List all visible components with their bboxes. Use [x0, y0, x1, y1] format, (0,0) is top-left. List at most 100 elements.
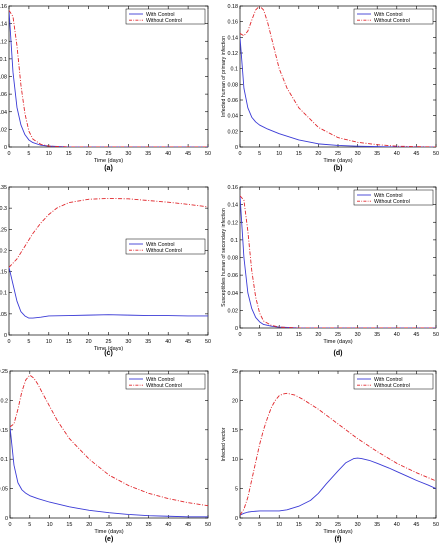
x-tick-label: 25 [106, 339, 112, 345]
x-tick-label: 5 [28, 522, 31, 528]
x-tick-label: 40 [394, 332, 400, 338]
y-tick-label: 10 [232, 457, 238, 463]
series-line-with-control [240, 195, 436, 328]
x-axis-label: Time (days) [323, 529, 352, 535]
legend-label-with-control: With Control [146, 242, 175, 248]
series-line-with-control [240, 37, 436, 147]
plot-frame [239, 186, 437, 329]
x-tick-label: 45 [413, 522, 419, 528]
legend-label-without-control: Without Control [374, 18, 410, 24]
x-tick-label: 50 [205, 339, 211, 345]
x-tick-label: 50 [205, 522, 211, 528]
series-line-without-control [240, 392, 436, 516]
plot-frame [239, 5, 437, 148]
x-tick-label: 5 [27, 339, 30, 345]
x-tick-label: 50 [433, 332, 439, 338]
series-line-with-control [9, 267, 208, 319]
x-tick-label: 25 [335, 332, 341, 338]
legend-label-without-control: Without Control [374, 383, 410, 389]
x-tick-label: 20 [86, 339, 92, 345]
y-tick-label: 0.1 [0, 291, 7, 297]
series-line-without-control [9, 197, 208, 268]
y-tick-label: 0.2 [1, 398, 9, 404]
plot-frame [8, 5, 209, 148]
legend-box [353, 189, 434, 206]
y-tick-label: 0.2 [0, 248, 7, 254]
x-tick-label: 10 [276, 151, 282, 157]
x-axis-label: Time (days) [94, 346, 123, 352]
legend-label-with-control: With Control [146, 12, 175, 18]
y-tick-label: 15 [232, 428, 238, 434]
legend-label-without-control: Without Control [146, 383, 182, 389]
x-tick-label: 45 [185, 339, 191, 345]
x-tick-label: 45 [185, 151, 191, 157]
x-tick-label: 25 [106, 151, 112, 157]
series-line-without-control [9, 10, 208, 147]
y-tick-label: 0.08 [228, 256, 239, 262]
y-tick-label: 0.04 [228, 114, 239, 120]
x-tick-label: 20 [315, 332, 321, 338]
x-tick-label: 25 [106, 522, 112, 528]
y-tick-label: 0.12 [228, 51, 239, 57]
legend-label-with-control: With Control [374, 377, 403, 383]
x-tick-label: 20 [315, 522, 321, 528]
y-tick-label: 0.1 [231, 238, 239, 244]
y-tick-label: 0.06 [228, 273, 239, 279]
x-tick-label: 0 [8, 339, 11, 345]
y-tick-label: 0.02 [228, 129, 239, 135]
x-axis-label: Time (days) [323, 339, 352, 345]
y-tick-label: 0.14 [228, 35, 239, 41]
x-tick-label: 15 [296, 522, 302, 528]
x-tick-label: 35 [145, 339, 151, 345]
x-tick-label: 30 [355, 332, 361, 338]
x-tick-label: 25 [335, 522, 341, 528]
x-tick-label: 50 [433, 151, 439, 157]
panel-caption: (a) [104, 165, 113, 172]
y-tick-label: 0.15 [0, 428, 8, 434]
legend-label-with-control: With Control [374, 193, 403, 199]
y-tick-label: 0.16 [228, 185, 239, 191]
chart-panel-a: 0 5 10 15 20 25 30 35 40 45 50 0 0.02 0.04 0.06 0.08 0.1… [0, 4, 211, 172]
y-tick-label: 0.04 [0, 110, 7, 116]
panel-caption: (e) [105, 536, 114, 543]
y-tick-label: 0.35 [0, 185, 7, 191]
x-tick-label: 10 [276, 522, 282, 528]
x-tick-label: 0 [239, 332, 242, 338]
x-tick-label: 30 [126, 522, 132, 528]
legend-label-without-control: Without Control [146, 18, 182, 24]
chart-panel-e: 0 5 10 15 20 25 30 35 40 45 50 0 0.05 0.1 0.15 0.2 0.25 T… [0, 369, 211, 543]
x-tick-label: 15 [66, 522, 72, 528]
x-tick-label: 10 [46, 151, 52, 157]
x-tick-label: 35 [374, 151, 380, 157]
y-tick-label: 0.25 [0, 227, 7, 233]
y-tick-label: 0.06 [0, 92, 7, 98]
x-tick-label: 40 [394, 151, 400, 157]
x-tick-label: 20 [315, 151, 321, 157]
x-tick-label: 20 [86, 522, 92, 528]
x-tick-label: 0 [239, 522, 242, 528]
x-tick-label: 50 [433, 522, 439, 528]
x-tick-label: 40 [165, 339, 171, 345]
series-line-without-control [240, 195, 436, 328]
legend-box [353, 8, 434, 25]
x-tick-label: 45 [185, 522, 191, 528]
series-line-without-control [240, 6, 436, 147]
y-tick-label: 0.05 [0, 487, 8, 493]
legend-label-with-control: With Control [374, 12, 403, 18]
x-tick-label: 35 [374, 522, 380, 528]
x-tick-label: 5 [258, 151, 261, 157]
x-tick-label: 40 [394, 522, 400, 528]
x-tick-label: 0 [239, 151, 242, 157]
y-axis-label: Susceptibles human of secondary infectio… [221, 208, 227, 307]
series-line-without-control [10, 374, 208, 507]
legend-label-without-control: Without Control [146, 248, 182, 254]
y-tick-label: 0.15 [0, 270, 7, 276]
x-tick-label: 45 [413, 151, 419, 157]
y-axis-label: Infected vector [221, 427, 227, 461]
y-tick-label: 0.14 [228, 203, 239, 209]
chart-panel-c: 0 5 10 15 20 25 30 35 40 45 50 0 0.05 0.1 0.15 0.2 0.25 0… [0, 185, 211, 357]
